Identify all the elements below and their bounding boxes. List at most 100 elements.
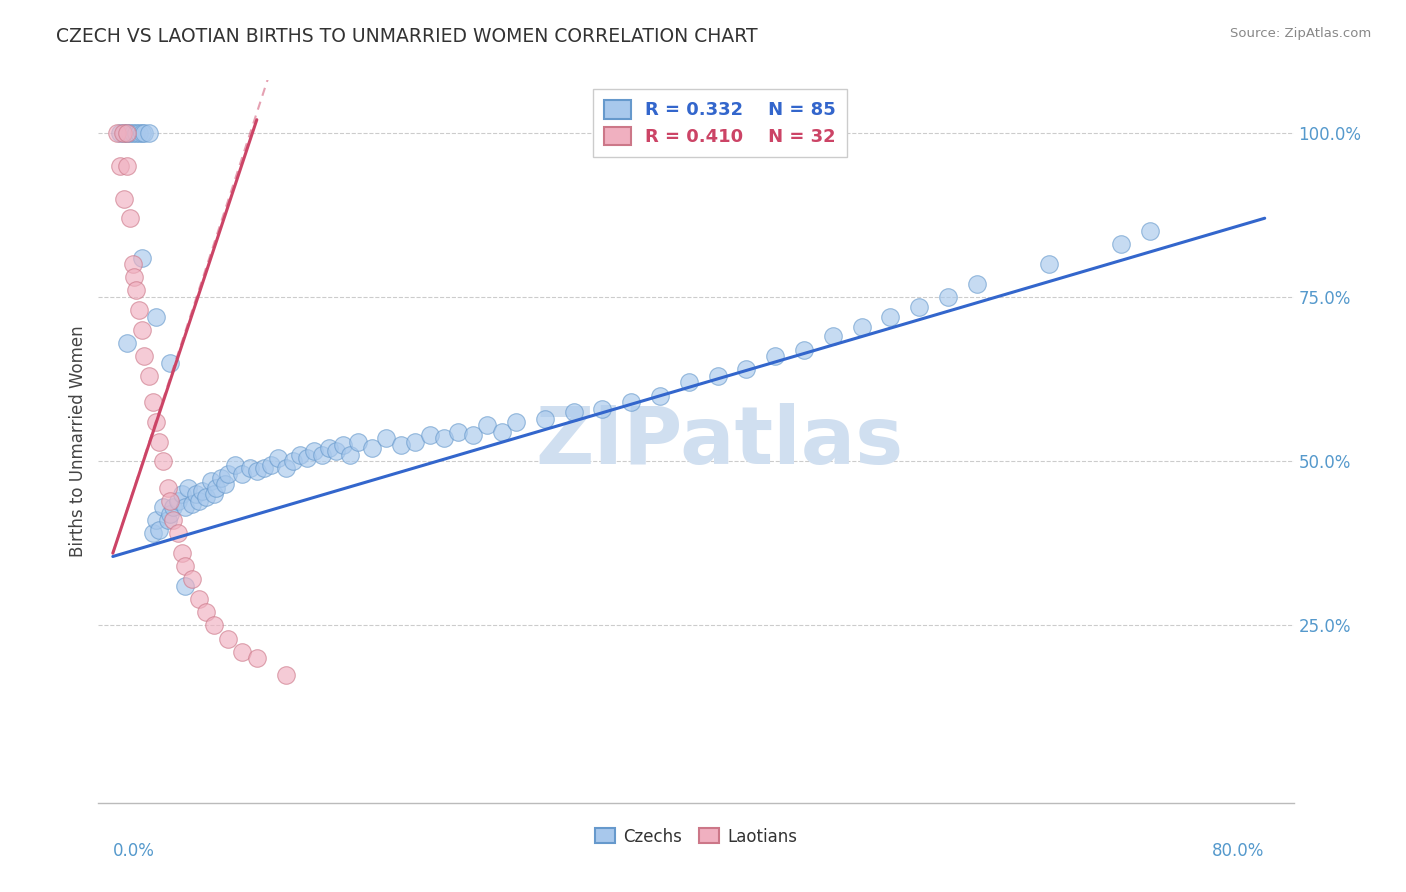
Point [246,651,269,665]
Point [115,336,138,351]
Point [162,513,184,527]
Point [821,329,844,343]
Point [131,323,153,337]
Point [246,464,269,478]
Point [138,126,160,140]
Point [173,579,195,593]
Point [217,467,239,482]
Point [173,559,195,574]
Point [115,159,138,173]
Text: 80.0%: 80.0% [1212,842,1265,860]
Point [214,477,236,491]
Point [148,434,170,449]
Point [188,493,211,508]
Point [166,526,188,541]
Point [706,368,728,383]
Point [231,645,253,659]
Point [112,126,135,140]
Point [111,126,134,140]
Point [311,448,333,462]
Point [156,481,179,495]
Point [105,126,128,140]
Point [419,428,441,442]
Point [202,618,225,632]
Point [128,126,150,140]
Point [131,251,153,265]
Point [339,448,361,462]
Point [152,500,174,515]
Point [295,450,318,465]
Point [375,431,398,445]
Point [148,523,170,537]
Point [1109,237,1132,252]
Point [145,415,167,429]
Point [108,159,131,173]
Point [181,573,204,587]
Point [195,491,218,505]
Point [186,487,208,501]
Point [346,434,368,449]
Point [253,460,276,475]
Text: ZIPatlas: ZIPatlas [536,402,904,481]
Point [325,444,347,458]
Y-axis label: Births to Unmarried Women: Births to Unmarried Women [69,326,87,558]
Point [181,497,204,511]
Point [274,667,297,681]
Point [159,493,181,508]
Point [115,126,138,140]
Point [332,438,354,452]
Point [966,277,988,291]
Point [404,434,426,449]
Point [124,270,146,285]
Point [120,211,142,226]
Point [131,126,153,140]
Text: CZECH VS LAOTIAN BIRTHS TO UNMARRIED WOMEN CORRELATION CHART: CZECH VS LAOTIAN BIRTHS TO UNMARRIED WOM… [56,27,758,45]
Point [125,126,148,140]
Point [908,300,931,314]
Point [115,126,138,140]
Point [145,513,167,527]
Point [318,441,340,455]
Point [170,487,193,501]
Point [170,546,193,560]
Point [1139,224,1161,238]
Point [159,507,181,521]
Text: 0.0%: 0.0% [112,842,155,860]
Point [152,454,174,468]
Point [112,192,135,206]
Point [491,425,513,439]
Point [591,401,613,416]
Point [209,471,232,485]
Point [173,500,195,515]
Point [239,460,262,475]
Point [200,474,222,488]
Legend: Czechs, Laotians: Czechs, Laotians [588,821,804,852]
Point [260,458,283,472]
Point [678,376,700,390]
Point [134,126,156,140]
Point [176,481,198,495]
Point [166,493,188,508]
Point [763,349,786,363]
Point [851,319,873,334]
Point [477,418,499,433]
Point [191,483,214,498]
Point [217,632,239,646]
Point [648,388,671,402]
Point [562,405,585,419]
Point [879,310,901,324]
Point [108,126,131,140]
Point [231,467,253,482]
Point [134,349,156,363]
Point [620,395,643,409]
Point [288,448,311,462]
Point [461,428,484,442]
Point [120,126,142,140]
Point [142,526,165,541]
Point [447,425,470,439]
Point [793,343,815,357]
Point [361,441,384,455]
Point [205,481,228,495]
Point [128,303,150,318]
Point [162,500,184,515]
